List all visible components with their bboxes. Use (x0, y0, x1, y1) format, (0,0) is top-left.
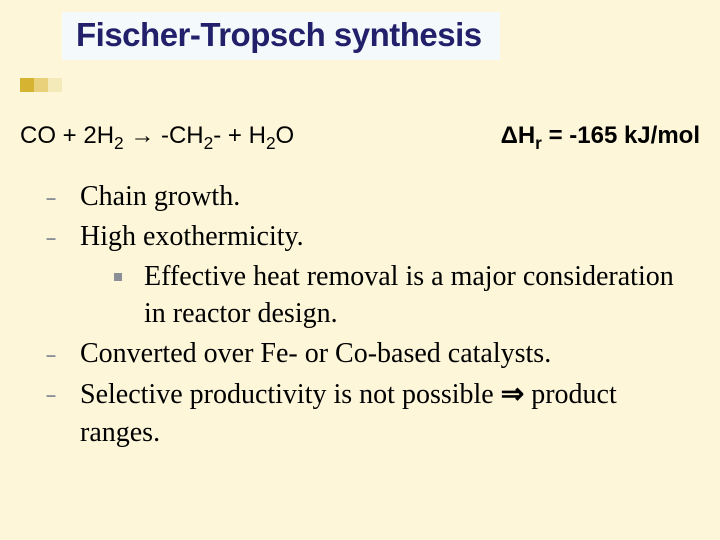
dash-icon: – (46, 335, 80, 367)
accent-square-2 (34, 78, 48, 92)
reaction-enthalpy: ΔHr = -165 kJ/mol (501, 122, 702, 150)
accent-square-1 (20, 78, 34, 92)
accent-squares (20, 78, 62, 92)
dash-icon: – (46, 375, 80, 407)
title-region: Fischer-Tropsch synthesis (0, 0, 720, 60)
reaction-equation: CO + 2H2 → -CH2- + H2O (20, 122, 294, 150)
reaction-row: CO + 2H2 → -CH2- + H2O ΔHr = -165 kJ/mol (18, 122, 702, 150)
list-item: – Converted over Fe- or Co-based catalys… (46, 335, 702, 373)
accent-square-3 (48, 78, 62, 92)
list-item: – Selective productivity is not possible… (46, 375, 702, 452)
list-item: – Chain growth. (46, 178, 702, 216)
bullet-text: High exothermicity. (80, 218, 702, 256)
list-item: – High exothermicity. (46, 218, 702, 256)
sub-bullet-text: Effective heat removal is a major consid… (144, 258, 702, 334)
square-bullet-icon (114, 273, 122, 281)
slide-title: Fischer-Tropsch synthesis (76, 16, 482, 53)
bullet-list: – Chain growth. – High exothermicity. Ef… (18, 178, 702, 452)
bullet-text: Chain growth. (80, 178, 702, 216)
dash-icon: – (46, 178, 80, 210)
sub-list-item: Effective heat removal is a major consid… (46, 258, 702, 334)
bullet-text: Converted over Fe- or Co-based catalysts… (80, 335, 702, 373)
content-area: CO + 2H2 → -CH2- + H2O ΔHr = -165 kJ/mol… (0, 122, 720, 454)
dash-icon: – (46, 218, 80, 250)
title-box: Fischer-Tropsch synthesis (62, 12, 500, 60)
bullet-text: Selective productivity is not possible ⇒… (80, 375, 702, 452)
